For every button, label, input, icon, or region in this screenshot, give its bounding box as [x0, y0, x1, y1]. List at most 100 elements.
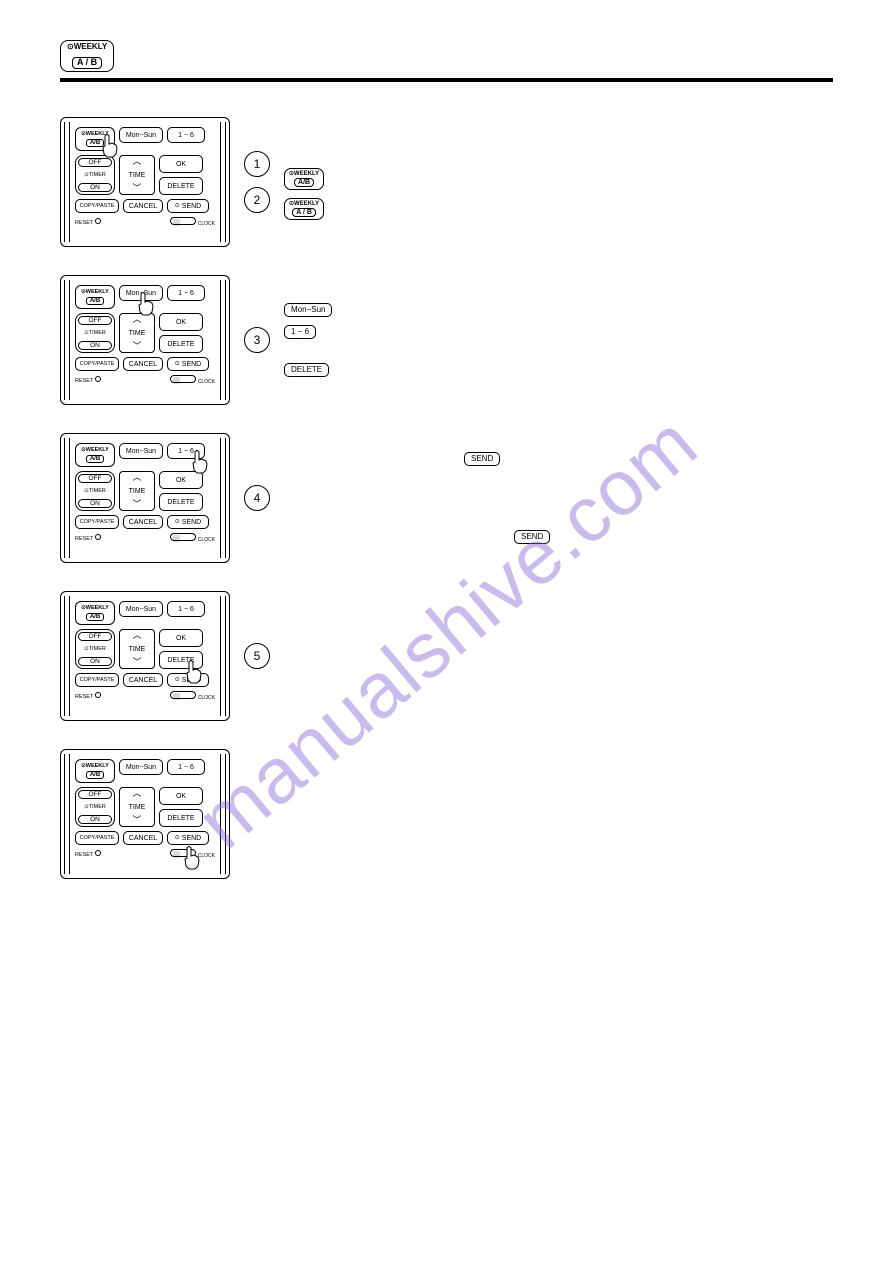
remote-16-button[interactable]: 1 − 6 — [167, 127, 205, 143]
remote-time-button[interactable]: ︿ TIME ﹀ — [119, 155, 155, 195]
remote-time-button[interactable]: ︿ TIME ﹀ — [119, 629, 155, 669]
remote-monsun-button[interactable]: Mon−Sun — [119, 127, 163, 143]
inline-16-button: 1 − 6 — [284, 325, 316, 339]
step-circle-2: 2 — [244, 187, 270, 213]
remote-ok-button[interactable]: OK — [159, 787, 203, 805]
remote-ok-button[interactable]: OK — [159, 629, 203, 647]
remote-monsun-button[interactable]: Mon−Sun — [119, 759, 163, 775]
remote-send-button[interactable]: ⊙SEND — [167, 831, 209, 845]
inline-monsun-button: Mon−Sun — [284, 303, 332, 317]
send-icon: ⊙ — [175, 677, 180, 683]
remote-weekly-button[interactable]: ⊙WEEKLY A/B — [75, 759, 115, 783]
send-icon: ⊙ — [175, 519, 180, 525]
step-4-instructions: SEND SEND — [284, 452, 833, 544]
header-weekly-badge: ⊙WEEKLY A / B — [60, 40, 114, 72]
chevron-down-icon: ﹀ — [132, 343, 141, 350]
remote-clock-label: CLOCK — [170, 849, 215, 859]
remote-timer-group[interactable]: OFF ⊙TIMER ON — [75, 787, 115, 827]
remote-send-button[interactable]: ⊙SEND — [167, 199, 209, 213]
remote-cancel-button[interactable]: CANCEL — [123, 357, 163, 371]
remote-16-button[interactable]: 1 − 6 — [167, 601, 205, 617]
remote-cancel-button[interactable]: CANCEL — [123, 831, 163, 845]
header-weekly-label: ⊙WEEKLY — [67, 43, 107, 52]
inline-send-button-2: SEND — [514, 530, 550, 544]
remote-monsun-button[interactable]: Mon−Sun — [119, 601, 163, 617]
remote-weekly-button[interactable]: ⊙WEEKLY A/B — [75, 127, 115, 151]
remote-send-button[interactable]: ⊙SEND — [167, 357, 209, 371]
send-icon: ⊙ — [175, 203, 180, 209]
remote-send-button[interactable]: ⊙SEND — [167, 673, 209, 687]
remote-cancel-button[interactable]: CANCEL — [123, 673, 163, 687]
remote-copypaste-button[interactable]: COPY/PASTE — [75, 515, 119, 529]
chevron-up-icon: ︿ — [132, 790, 141, 797]
remote-panel-1: ⊙WEEKLY A/B Mon−Sun 1 − 6 OFF ⊙TIMER ON … — [60, 117, 230, 247]
inline-weekly-button-2: ⊙WEEKLY A / B — [284, 198, 324, 220]
step-circle-1: 1 — [244, 151, 270, 177]
inline-delete-button: DELETE — [284, 363, 329, 377]
remote-weekly-button[interactable]: ⊙WEEKLY A/B — [75, 601, 115, 625]
step-circle-5: 5 — [244, 643, 270, 669]
step-circles-12: 1 2 — [244, 151, 270, 213]
remote-monsun-button[interactable]: Mon−Sun — [119, 443, 163, 459]
remote-delete-button[interactable]: DELETE — [159, 493, 203, 511]
remote-ok-button[interactable]: OK — [159, 155, 203, 173]
remote-panel-5: ⊙WEEKLY A/B Mon−Sun 1 − 6 OFF ⊙TIMER ON … — [60, 591, 230, 721]
remote-copypaste-button[interactable]: COPY/PASTE — [75, 673, 119, 687]
remote-delete-button[interactable]: DELETE — [159, 651, 203, 669]
send-icon: ⊙ — [175, 361, 180, 367]
remote-delete-button[interactable]: DELETE — [159, 177, 203, 195]
step-row-1: ⊙WEEKLY A/B Mon−Sun 1 − 6 OFF ⊙TIMER ON … — [60, 117, 833, 247]
remote-cancel-button[interactable]: CANCEL — [123, 199, 163, 213]
inline-send-button: SEND — [464, 452, 500, 466]
remote-copypaste-button[interactable]: COPY/PASTE — [75, 357, 119, 371]
header-ab-label: A / B — [72, 57, 102, 69]
remote-cancel-button[interactable]: CANCEL — [123, 515, 163, 529]
remote-ok-button[interactable]: OK — [159, 313, 203, 331]
remote-clock-label: CLOCK — [170, 533, 215, 543]
remote-monsun-button[interactable]: Mon−Sun — [119, 285, 163, 301]
remote-copypaste-button[interactable]: COPY/PASTE — [75, 831, 119, 845]
step-circle-4: 4 — [244, 485, 270, 511]
remote-send-button[interactable]: ⊙SEND — [167, 515, 209, 529]
send-icon: ⊙ — [175, 835, 180, 841]
remote-reset-label: RESET — [75, 376, 101, 384]
remote-timer-group[interactable]: OFF ⊙TIMER ON — [75, 313, 115, 353]
step-row-last: ⊙WEEKLY A/B Mon−Sun 1 − 6 OFF ⊙TIMER ON … — [60, 749, 833, 879]
chevron-down-icon: ﹀ — [132, 501, 141, 508]
remote-weekly-button[interactable]: ⊙WEEKLY A/B — [75, 285, 115, 309]
remote-time-button[interactable]: ︿ TIME ﹀ — [119, 313, 155, 353]
remote-reset-label: RESET — [75, 850, 101, 858]
remote-16-button[interactable]: 1 − 6 — [167, 285, 205, 301]
remote-clock-label: CLOCK — [170, 217, 215, 227]
remote-reset-label: RESET — [75, 534, 101, 542]
remote-16-button[interactable]: 1 − 6 — [167, 759, 205, 775]
remote-16-button[interactable]: 1 − 6 — [167, 443, 205, 459]
chevron-down-icon: ﹀ — [132, 817, 141, 824]
remote-clock-label: CLOCK — [170, 375, 215, 385]
remote-timer-group[interactable]: OFF ⊙TIMER ON — [75, 629, 115, 669]
remote-weekly-button[interactable]: ⊙WEEKLY A/B — [75, 443, 115, 467]
step-row-3: ⊙WEEKLY A/B Mon−Sun 1 − 6 OFF ⊙TIMER ON … — [60, 275, 833, 405]
chevron-up-icon: ︿ — [132, 474, 141, 481]
remote-reset-label: RESET — [75, 218, 101, 226]
remote-delete-button[interactable]: DELETE — [159, 809, 203, 827]
step-3-instructions: Mon−Sun 1 − 6 DELETE — [284, 303, 332, 377]
chevron-down-icon: ﹀ — [132, 659, 141, 666]
chevron-down-icon: ﹀ — [132, 185, 141, 192]
remote-reset-label: RESET — [75, 692, 101, 700]
remote-timer-group[interactable]: OFF ⊙TIMER ON — [75, 471, 115, 511]
step-circle-3: 3 — [244, 327, 270, 353]
remote-delete-button[interactable]: DELETE — [159, 335, 203, 353]
remote-panel-4: ⊙WEEKLY A/B Mon−Sun 1 − 6 OFF ⊙TIMER ON … — [60, 433, 230, 563]
remote-panel-3: ⊙WEEKLY A/B Mon−Sun 1 − 6 OFF ⊙TIMER ON … — [60, 275, 230, 405]
remote-time-button[interactable]: ︿ TIME ﹀ — [119, 471, 155, 511]
chevron-up-icon: ︿ — [132, 632, 141, 639]
remote-timer-group[interactable]: OFF ⊙TIMER ON — [75, 155, 115, 195]
step-row-4: ⊙WEEKLY A/B Mon−Sun 1 − 6 OFF ⊙TIMER ON … — [60, 433, 833, 563]
remote-time-button[interactable]: ︿ TIME ﹀ — [119, 787, 155, 827]
header-divider — [60, 78, 833, 82]
step-row-5: ⊙WEEKLY A/B Mon−Sun 1 − 6 OFF ⊙TIMER ON … — [60, 591, 833, 721]
remote-panel-6: ⊙WEEKLY A/B Mon−Sun 1 − 6 OFF ⊙TIMER ON … — [60, 749, 230, 879]
remote-copypaste-button[interactable]: COPY/PASTE — [75, 199, 119, 213]
remote-ok-button[interactable]: OK — [159, 471, 203, 489]
